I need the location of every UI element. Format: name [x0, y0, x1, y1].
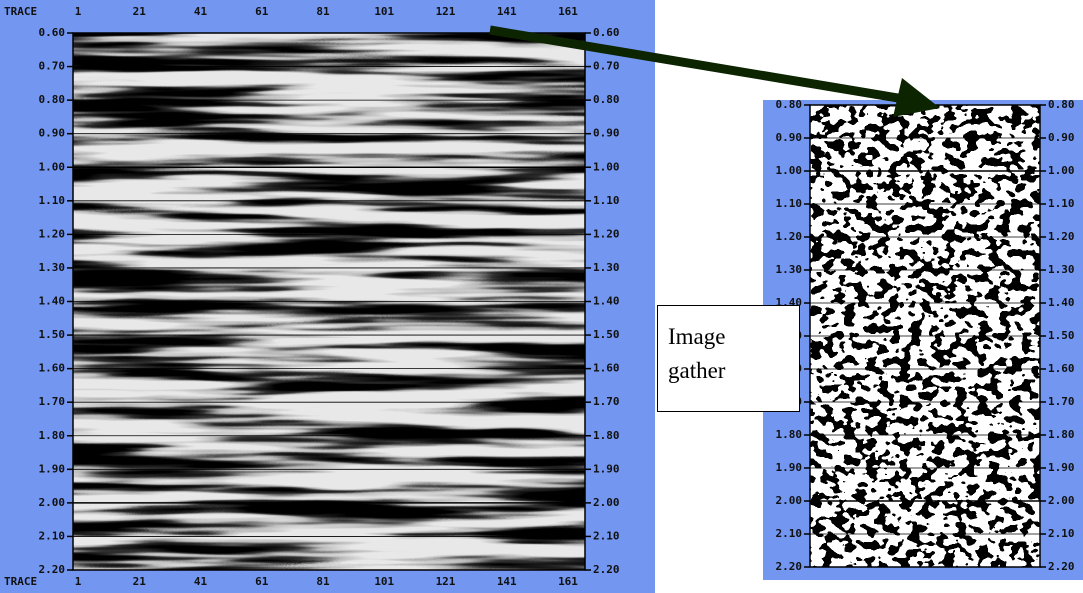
trace-label: 61: [255, 575, 269, 588]
callout: Image gather: [657, 305, 800, 412]
trace-label: 161: [558, 575, 578, 588]
time-label: 2.00: [593, 496, 620, 509]
trace-label: 161: [558, 5, 578, 18]
figure: TRACE121416181101121141161TRACE121416181…: [0, 0, 1083, 593]
callout-text: Image gather: [668, 320, 758, 388]
time-label: 1.30: [593, 261, 620, 274]
time-label: 1.30: [776, 263, 803, 276]
trace-label: 121: [436, 5, 456, 18]
time-label: 0.70: [593, 60, 620, 73]
time-label: 1.20: [39, 227, 66, 240]
time-label: 1.50: [1048, 329, 1075, 342]
time-label: 0.90: [593, 127, 620, 140]
time-label: 0.60: [593, 26, 620, 39]
time-label: 0.70: [39, 60, 66, 73]
trace-label: 1: [75, 575, 82, 588]
time-label: 0.80: [1048, 98, 1075, 111]
time-label: 2.10: [1048, 527, 1075, 540]
time-label: 0.80: [593, 93, 620, 106]
time-label: 1.70: [1048, 395, 1075, 408]
time-label: 1.90: [776, 461, 803, 474]
time-label: 2.20: [776, 560, 803, 573]
time-label: 2.20: [593, 563, 620, 576]
time-label: 1.60: [1048, 362, 1075, 375]
time-label: 1.20: [776, 230, 803, 243]
time-label: 2.10: [593, 529, 620, 542]
time-label: 1.20: [1048, 230, 1075, 243]
time-label: 1.00: [1048, 164, 1075, 177]
time-label: 1.40: [593, 295, 620, 308]
trace-label: 41: [194, 5, 208, 18]
time-label: 0.80: [776, 98, 803, 111]
time-label: 1.90: [39, 462, 66, 475]
time-label: 2.00: [776, 494, 803, 507]
time-label: 1.40: [39, 295, 66, 308]
time-label: 0.60: [39, 26, 66, 39]
time-label: 1.50: [593, 328, 620, 341]
time-label: 1.80: [39, 429, 66, 442]
trace-label: 21: [133, 5, 147, 18]
time-label: 0.90: [776, 131, 803, 144]
page: TRACE121416181101121141161TRACE121416181…: [0, 0, 1083, 593]
trace-label: 101: [374, 575, 394, 588]
time-label: 1.90: [593, 462, 620, 475]
time-label: 1.20: [593, 227, 620, 240]
trace-label: 141: [497, 5, 517, 18]
trace-label: 41: [194, 575, 208, 588]
trace-axis-label: TRACE: [4, 5, 37, 18]
time-label: 1.60: [39, 362, 66, 375]
time-label: 0.90: [39, 127, 66, 140]
time-label: 2.10: [776, 527, 803, 540]
trace-label: 101: [374, 5, 394, 18]
trace-label: 1: [75, 5, 82, 18]
time-label: 1.30: [39, 261, 66, 274]
time-label: 1.80: [1048, 428, 1075, 441]
time-label: 1.10: [1048, 197, 1075, 210]
time-label: 1.40: [1048, 296, 1075, 309]
time-label: 2.10: [39, 529, 66, 542]
time-label: 0.90: [1048, 131, 1075, 144]
time-label: 1.10: [593, 194, 620, 207]
trace-axis-label: TRACE: [4, 575, 37, 588]
time-label: 1.10: [776, 197, 803, 210]
trace-label: 81: [316, 575, 330, 588]
time-label: 1.70: [39, 395, 66, 408]
time-label: 0.80: [39, 93, 66, 106]
time-label: 1.50: [39, 328, 66, 341]
trace-label: 121: [436, 575, 456, 588]
time-label: 1.90: [1048, 461, 1075, 474]
time-label: 1.80: [776, 428, 803, 441]
trace-label: 61: [255, 5, 269, 18]
time-label: 2.00: [1048, 494, 1075, 507]
time-label: 2.20: [39, 563, 66, 576]
time-label: 1.60: [593, 362, 620, 375]
trace-label: 141: [497, 575, 517, 588]
time-label: 1.10: [39, 194, 66, 207]
time-label: 1.00: [776, 164, 803, 177]
trace-label: 21: [133, 575, 147, 588]
time-label: 1.00: [593, 160, 620, 173]
time-label: 2.00: [39, 496, 66, 509]
time-label: 2.20: [1048, 560, 1075, 573]
time-label: 1.80: [593, 429, 620, 442]
time-label: 1.00: [39, 160, 66, 173]
time-label: 1.30: [1048, 263, 1075, 276]
time-label: 1.70: [593, 395, 620, 408]
trace-label: 81: [316, 5, 330, 18]
